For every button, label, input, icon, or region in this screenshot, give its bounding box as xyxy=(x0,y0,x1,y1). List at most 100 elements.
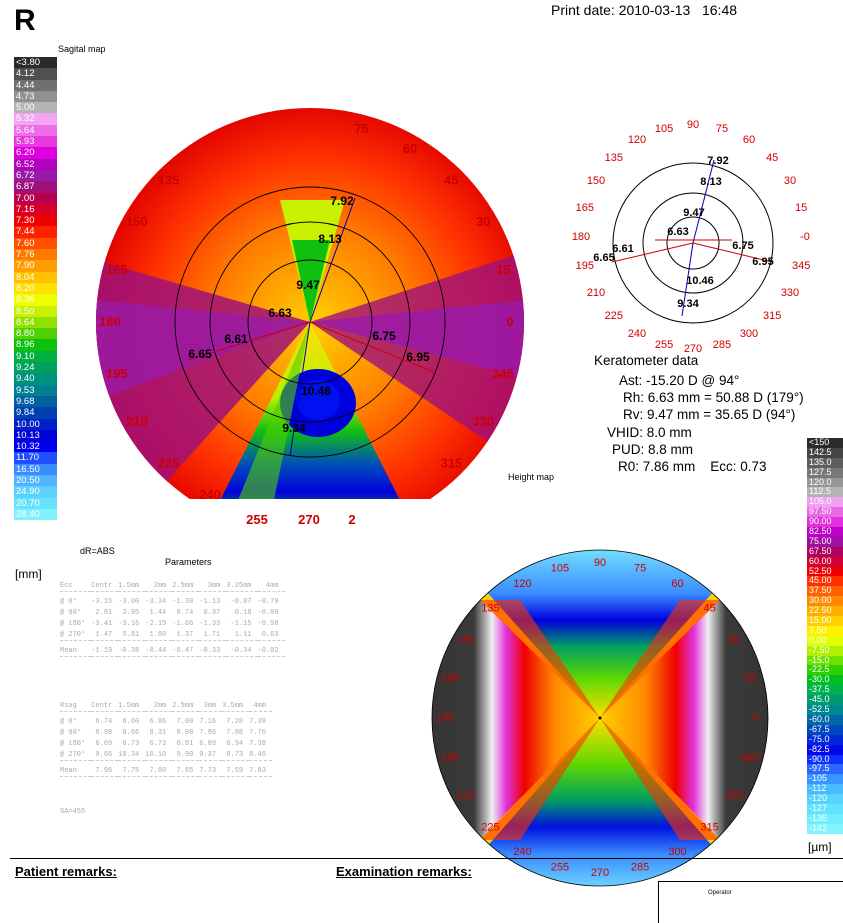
table-cell: 7.00 xyxy=(176,717,194,726)
table-cell: 6.81 xyxy=(176,739,194,748)
sagittal-angle-label: 15 xyxy=(496,262,510,277)
kerato-vhid: VHID: 8.0 mm xyxy=(607,425,692,440)
kerato-value: 6.75 xyxy=(732,240,753,252)
scale-step: 7.76 xyxy=(14,249,57,261)
table-header-row: Rsag Centr 1.5mm 2mm 2.5mm 3mm 3.5mm 4mm xyxy=(60,700,272,712)
table-cell: 1.71 xyxy=(203,630,221,639)
ecc-table: Ecc Centr 1.5mm 2mm 2.5mm 3mm 3.25mm 4mm @ 0° -3.… xyxy=(60,580,285,661)
scale-step: 6.52 xyxy=(14,158,57,170)
height-angle-label: 240 xyxy=(513,846,531,858)
height-angle-label: 345 xyxy=(741,752,759,764)
sagittal-angle-labels: 7560453015034533031513515016518019521022… xyxy=(99,121,514,502)
table-cell: @ 0° xyxy=(60,717,77,726)
sagittal-rings xyxy=(174,186,446,458)
table-cell: -2.15 xyxy=(145,619,167,628)
table-cell: 3mm xyxy=(203,701,217,710)
table-separator-cell xyxy=(60,640,285,645)
patient-remarks-label: Patient remarks: xyxy=(15,864,117,879)
table-row: @ 180° -3.41 -3.16 -2.15 -1.66 -1.33 -1.15 -0.9… xyxy=(60,618,285,629)
table-cell: 7.76 xyxy=(249,728,266,737)
kerato-angle-label: 180 xyxy=(572,231,590,243)
table-cell: -3.41 xyxy=(91,619,113,628)
height-angle-labels: 105 90 75 60 45 30 15 -0 345 330 315 300 285 270 255 24… xyxy=(436,557,760,879)
sagittal-angle-label: 345 xyxy=(492,366,514,381)
table-cell: @ 90° xyxy=(60,728,82,737)
scale-step: 90.00 xyxy=(807,517,843,528)
scale-step: 105.0 xyxy=(807,497,843,508)
table-separator-cell xyxy=(60,776,272,781)
scale-step: 8.64 xyxy=(14,316,57,329)
scale-step: 6.72 xyxy=(14,169,57,182)
table-cell: 1.37 xyxy=(176,630,194,639)
sagittal-axis-line xyxy=(309,321,435,373)
kerato-angle-label: 45 xyxy=(766,152,778,164)
table-cell: Rsag xyxy=(60,701,77,710)
scale-step: 11.70 xyxy=(14,452,57,464)
kerato-r0-ecc: R0: 7.86 mm Ecc: 0.73 xyxy=(618,459,767,474)
table-cell: 2.5mm xyxy=(172,701,194,710)
scale-step: 120.0 xyxy=(807,477,843,488)
kerato-angle-label: 270 xyxy=(684,343,702,355)
table-cell: 3.5mm xyxy=(222,701,244,710)
scale-step: 9.53 xyxy=(14,384,57,396)
table-cell: @ 180° xyxy=(60,739,86,748)
scale-step: 20.70 xyxy=(14,497,57,509)
scale-step: 5.93 xyxy=(14,136,57,148)
height-angle-label: 270 xyxy=(591,867,609,879)
table-cell: Mean xyxy=(60,646,77,655)
sagittal-angle-label: 0 xyxy=(506,314,513,329)
table-cell: 8.73 xyxy=(226,750,244,759)
height-unit: [µm] xyxy=(808,840,832,854)
scale-step: -45.0 xyxy=(807,695,843,706)
scale-step: -7.50 xyxy=(807,645,843,656)
kerato-angle-label: 210 xyxy=(587,287,605,299)
height-angle-label: 210 xyxy=(457,790,475,802)
table-cell: 4mm xyxy=(265,581,279,590)
height-angle-label: 315 xyxy=(700,822,718,834)
table-cell: Centr xyxy=(91,581,113,590)
sagittal-angle-label: 330 xyxy=(472,414,494,429)
table-separator xyxy=(60,591,285,596)
table-cell: 8.98 xyxy=(95,728,113,737)
sagittal-value: 6.63 xyxy=(268,306,292,320)
kerato-angle-label: 105 xyxy=(655,123,673,135)
scale-step: 142.5 xyxy=(807,447,843,458)
sagittal-axis-line xyxy=(289,321,311,457)
table-cell: 6.94 xyxy=(226,739,244,748)
kerato-angle-label: 240 xyxy=(628,328,646,340)
sagittal-value: 6.95 xyxy=(406,350,430,364)
table-cell: -0.09 xyxy=(257,608,279,617)
height-angle-label: 195 xyxy=(441,752,459,764)
table-cell: 6.73 xyxy=(149,739,167,748)
scale-step: 10.32 xyxy=(14,441,57,453)
table-cell: -1.38 xyxy=(172,597,194,606)
scale-step: -82.5 xyxy=(807,744,843,755)
table-cell: -0.87 xyxy=(230,597,252,606)
table-cell: 0.74 xyxy=(176,608,194,617)
height-angle-label: 105 xyxy=(551,562,569,574)
table-mean-row: Mean -1.19 -0.38 -0.44 -0.47 -0.33 -0.34 -0.02 xyxy=(60,645,285,657)
table-cell: 0.18 xyxy=(234,608,252,617)
table-cell: 6.60 xyxy=(122,717,140,726)
kerato-angle-label: 30 xyxy=(784,175,796,187)
scale-step: 7.50 xyxy=(807,625,843,636)
kerato-angle-label: 15 xyxy=(795,202,807,214)
table-cell: 7.28 xyxy=(226,717,244,726)
table-cell: -0.38 xyxy=(118,646,140,655)
height-angle-label: 285 xyxy=(631,862,649,874)
table-separator-cell xyxy=(60,760,272,765)
table-separator xyxy=(60,776,272,781)
table-cell: -1.13 xyxy=(199,597,221,606)
height-angle-label: 300 xyxy=(668,846,686,858)
scale-step: 5.32 xyxy=(14,113,57,125)
table-cell: 2.5mm xyxy=(172,581,194,590)
keratometer-data-title: Keratometer data xyxy=(594,353,699,368)
sagittal-angle-label: 240 xyxy=(199,487,221,502)
scale-step: 45.00 xyxy=(807,576,843,587)
operator-box xyxy=(658,881,843,923)
table-cell: 6.89 xyxy=(199,739,217,748)
sagittal-map xyxy=(96,108,524,499)
table-cell: -0.98 xyxy=(257,619,279,628)
